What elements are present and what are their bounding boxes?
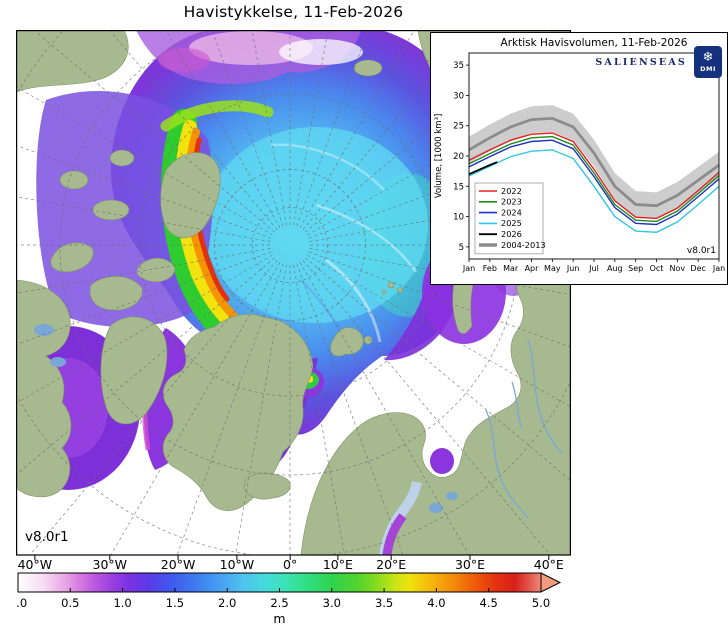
legend-entry-label: 2024 [501, 207, 522, 217]
legend-entry-label: 2022 [501, 186, 522, 196]
legend-entry-label: 2025 [501, 218, 522, 228]
white-sea-ice [430, 448, 454, 474]
inset-version-label: v8.0r1 [687, 246, 716, 256]
line-2026 [468, 161, 498, 176]
svg-text:25: 25 [453, 122, 464, 132]
thickness-colorbar: 0.0 0.5 1.0 1.5 2.0 2.5 3.0 3.5 4.0 4.5 5.0 m [16, 572, 562, 626]
ice-core [204, 127, 428, 323]
svg-text:Jul: Jul [588, 264, 599, 273]
colorbar-arrow-icon [540, 572, 562, 593]
ice-thin [158, 48, 210, 72]
colorbar-tick-label: 5.0 [532, 596, 550, 610]
page-title: Havistykkelse, 11-Feb-2026 [183, 3, 404, 21]
legend-entry-label: 2004-2013 [501, 240, 546, 250]
colorbar-unit-label: m [273, 611, 285, 626]
svg-text:Jun: Jun [566, 264, 580, 273]
lon-axis-labels: 40°W 30°W 20°W 10°W 0° 10°E 20°E 30°E 40°E [0, 557, 728, 573]
svg-text:Nov: Nov [670, 264, 686, 273]
snowflake-icon: ❄ [702, 50, 714, 65]
svg-text:May: May [544, 264, 561, 273]
svg-text:35: 35 [453, 61, 464, 71]
line-2022 [468, 132, 720, 220]
svg-text:Mar: Mar [503, 264, 519, 273]
svg-text:30: 30 [453, 91, 464, 101]
line-2024 [468, 139, 720, 226]
land-alaska [16, 30, 129, 93]
dmi-logo-text: DMI [700, 65, 716, 73]
salienseas-logo: SALIENSEAS [595, 56, 687, 68]
map-frame [16, 30, 571, 556]
bothnia-ice [382, 513, 407, 555]
legend-entry-label: 2026 [501, 229, 522, 239]
land-franz-josef [387, 281, 395, 289]
colorbar-tick-label: 1.0 [113, 596, 131, 610]
ice-streak [315, 203, 418, 273]
land-franz-josef [381, 289, 387, 295]
svg-text:Sep: Sep [628, 264, 643, 273]
svg-text:Oct: Oct [650, 264, 664, 273]
line-2025 [468, 149, 720, 234]
year-lines [468, 132, 720, 234]
ice-thin [279, 39, 363, 65]
svg-text:Apr: Apr [525, 264, 540, 273]
colorbar-tick-label: 2.5 [270, 596, 288, 610]
land-svalbard [330, 327, 364, 357]
colorbar-tick-label: 0.0 [16, 596, 27, 610]
legend-entry-label: 2023 [501, 197, 522, 207]
lakes [34, 324, 458, 513]
svg-text:Jan: Jan [462, 264, 475, 273]
inset-y-axis-label: Volume, [1000 km³] [434, 114, 444, 199]
lon-label: 10°W [219, 557, 255, 572]
volume-inset-panel: 5 10 15 20 25 30 35 Jan Feb Mar Apr May Jun Jul Aug Sep… [430, 32, 728, 285]
lon-label: 0° [283, 557, 298, 572]
ice-streak [325, 258, 382, 343]
lon-label: 30°E [454, 557, 486, 572]
svg-text:20: 20 [453, 152, 464, 162]
svg-text:Feb: Feb [483, 264, 497, 273]
lon-label: 20°E [376, 557, 407, 572]
lon-label: 30°W [92, 557, 128, 572]
inset-title: Arktisk Havisvolumen, 11-Feb-2026 [501, 37, 688, 49]
land-svalbard-isle [363, 335, 373, 345]
colorbar-tick-label: 0.5 [61, 596, 79, 610]
dmi-logo: ❄ DMI [694, 46, 722, 78]
land-iceland [243, 472, 291, 500]
svg-text:Aug: Aug [607, 264, 623, 273]
svg-text:Dec: Dec [690, 264, 705, 273]
map-axis-ticks [34, 555, 550, 560]
svg-text:Jan: Jan [712, 264, 725, 273]
map-version-label: v8.0r1 [25, 529, 69, 545]
land-greenland [162, 313, 314, 511]
colorbar-tick-label: 1.5 [166, 596, 184, 610]
line-2023 [468, 135, 720, 223]
svg-text:10: 10 [453, 213, 464, 223]
land-wrangel [353, 59, 383, 77]
ice-streak [270, 143, 385, 191]
lon-label: 20°W [160, 557, 196, 572]
lon-label: 10°E [322, 557, 353, 572]
climatology-band [468, 105, 720, 219]
lon-label: 40°W [17, 557, 53, 572]
colorbar-tick-label: 2.0 [218, 596, 236, 610]
colorbar-tick-label: 3.5 [375, 596, 393, 610]
land-canada-mainland [16, 279, 72, 498]
colorbar-tick-label: 3.0 [323, 596, 341, 610]
inset-logos: SALIENSEAS ❄ DMI [595, 46, 722, 78]
svg-text:15: 15 [453, 182, 464, 192]
colorbar-tick-label: 4.0 [427, 596, 445, 610]
colorbar-tick-label: 4.5 [480, 596, 498, 610]
colorbar-gradient [18, 573, 541, 592]
lon-label: 40°E [533, 557, 564, 572]
svg-text:5: 5 [459, 243, 464, 253]
land-franz-josef [397, 287, 403, 293]
